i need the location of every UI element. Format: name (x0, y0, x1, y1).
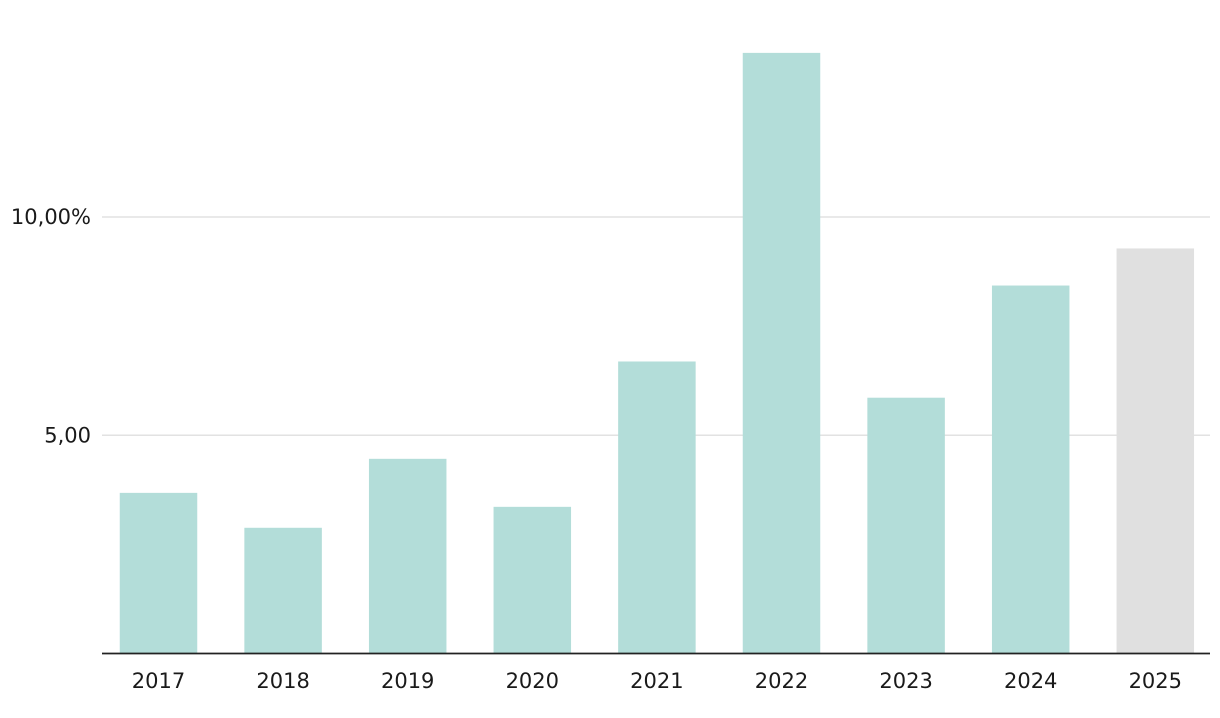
x-tick-label: 2024 (1004, 669, 1057, 693)
bars (119, 52, 1195, 654)
y-axis-ticks: 5,00 10,00% (11, 205, 91, 447)
x-axis-ticks: 2017 2018 2019 2020 2021 2022 2023 2024 2025 (132, 669, 1182, 693)
bar-2018 (244, 527, 322, 654)
x-tick-label: 2018 (256, 669, 309, 693)
bar-2024 (991, 285, 1070, 654)
bar-2021 (618, 361, 696, 654)
x-tick-label: 2025 (1129, 669, 1182, 693)
bar-2025 (1116, 248, 1195, 654)
x-tick-label: 2023 (879, 669, 932, 693)
bar-2022 (742, 52, 821, 654)
bar-2023 (867, 397, 945, 654)
bar-2019 (368, 458, 447, 654)
x-tick-label: 2020 (506, 669, 559, 693)
bar-2020 (493, 506, 572, 654)
y-tick-label: 10,00% (11, 205, 91, 229)
bar-2017 (119, 492, 198, 654)
x-tick-label: 2017 (132, 669, 185, 693)
x-tick-label: 2022 (755, 669, 808, 693)
y-tick-label: 5,00 (44, 423, 91, 447)
x-tick-label: 2021 (630, 669, 683, 693)
x-tick-label: 2019 (381, 669, 434, 693)
